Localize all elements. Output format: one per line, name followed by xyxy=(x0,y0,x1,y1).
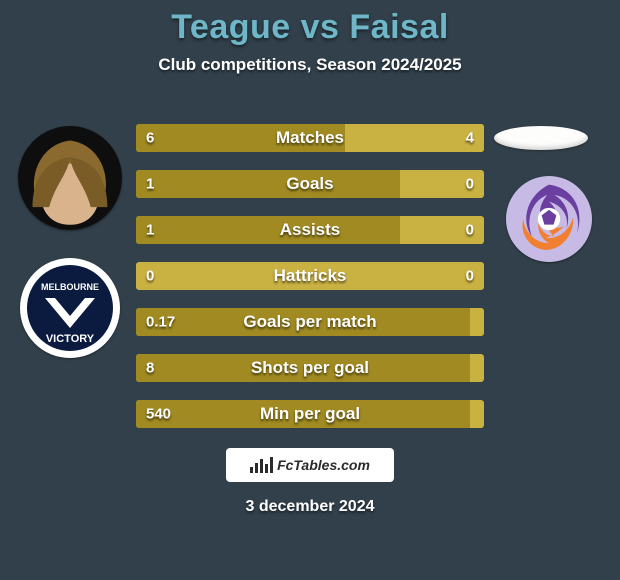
subtitle: Club competitions, Season 2024/2025 xyxy=(0,55,620,75)
stat-value-left: 8 xyxy=(146,360,154,377)
stat-label: Hattricks xyxy=(274,266,347,286)
svg-text:VICTORY: VICTORY xyxy=(46,333,95,345)
bar-chart-icon xyxy=(250,457,273,473)
stat-row: Min per goal 540 xyxy=(136,400,484,428)
stat-value-left: 6 xyxy=(146,130,154,147)
stat-row: Hattricks 0 0 xyxy=(136,262,484,290)
stat-bar-left xyxy=(136,170,400,198)
stat-row: Matches 6 4 xyxy=(136,124,484,152)
stat-value-left: 540 xyxy=(146,406,171,423)
player-avatar-icon xyxy=(18,126,122,230)
attribution-text: FcTables.com xyxy=(277,457,370,473)
stat-value-left: 1 xyxy=(146,222,154,239)
stat-bar-left xyxy=(136,216,400,244)
stat-value-right: 4 xyxy=(466,130,474,147)
page-title: Teague vs Faisal xyxy=(0,0,620,47)
stat-row: Goals 1 0 xyxy=(136,170,484,198)
club-right-badge xyxy=(506,176,592,262)
stat-value-left: 1 xyxy=(146,176,154,193)
player-right-avatar xyxy=(494,126,588,150)
stat-value-right: 0 xyxy=(466,268,474,285)
stat-label: Min per goal xyxy=(260,404,360,424)
stat-value-left: 0.17 xyxy=(146,314,175,331)
stat-label: Shots per goal xyxy=(251,358,369,378)
club-badge-icon: MELBOURNE VICTORY xyxy=(20,258,120,358)
player-left-avatar xyxy=(18,126,122,230)
attribution-box: FcTables.com xyxy=(226,448,394,482)
date-label: 3 december 2024 xyxy=(246,498,375,516)
stat-value-right: 0 xyxy=(466,176,474,193)
stat-bar-right xyxy=(345,124,484,152)
stat-row: Goals per match 0.17 xyxy=(136,308,484,336)
stat-label: Matches xyxy=(276,128,344,148)
club-badge-icon xyxy=(506,176,592,262)
svg-text:MELBOURNE: MELBOURNE xyxy=(41,282,99,292)
stat-row: Assists 1 0 xyxy=(136,216,484,244)
stat-label: Goals xyxy=(286,174,333,194)
stat-row: Shots per goal 8 xyxy=(136,354,484,382)
stat-value-right: 0 xyxy=(466,222,474,239)
stats-bars: Matches64Goals10Assists10Hattricks00Goal… xyxy=(136,124,484,446)
stat-label: Goals per match xyxy=(243,312,376,332)
stat-value-left: 0 xyxy=(146,268,154,285)
stat-label: Assists xyxy=(280,220,340,240)
club-left-badge: MELBOURNE VICTORY xyxy=(20,258,120,358)
